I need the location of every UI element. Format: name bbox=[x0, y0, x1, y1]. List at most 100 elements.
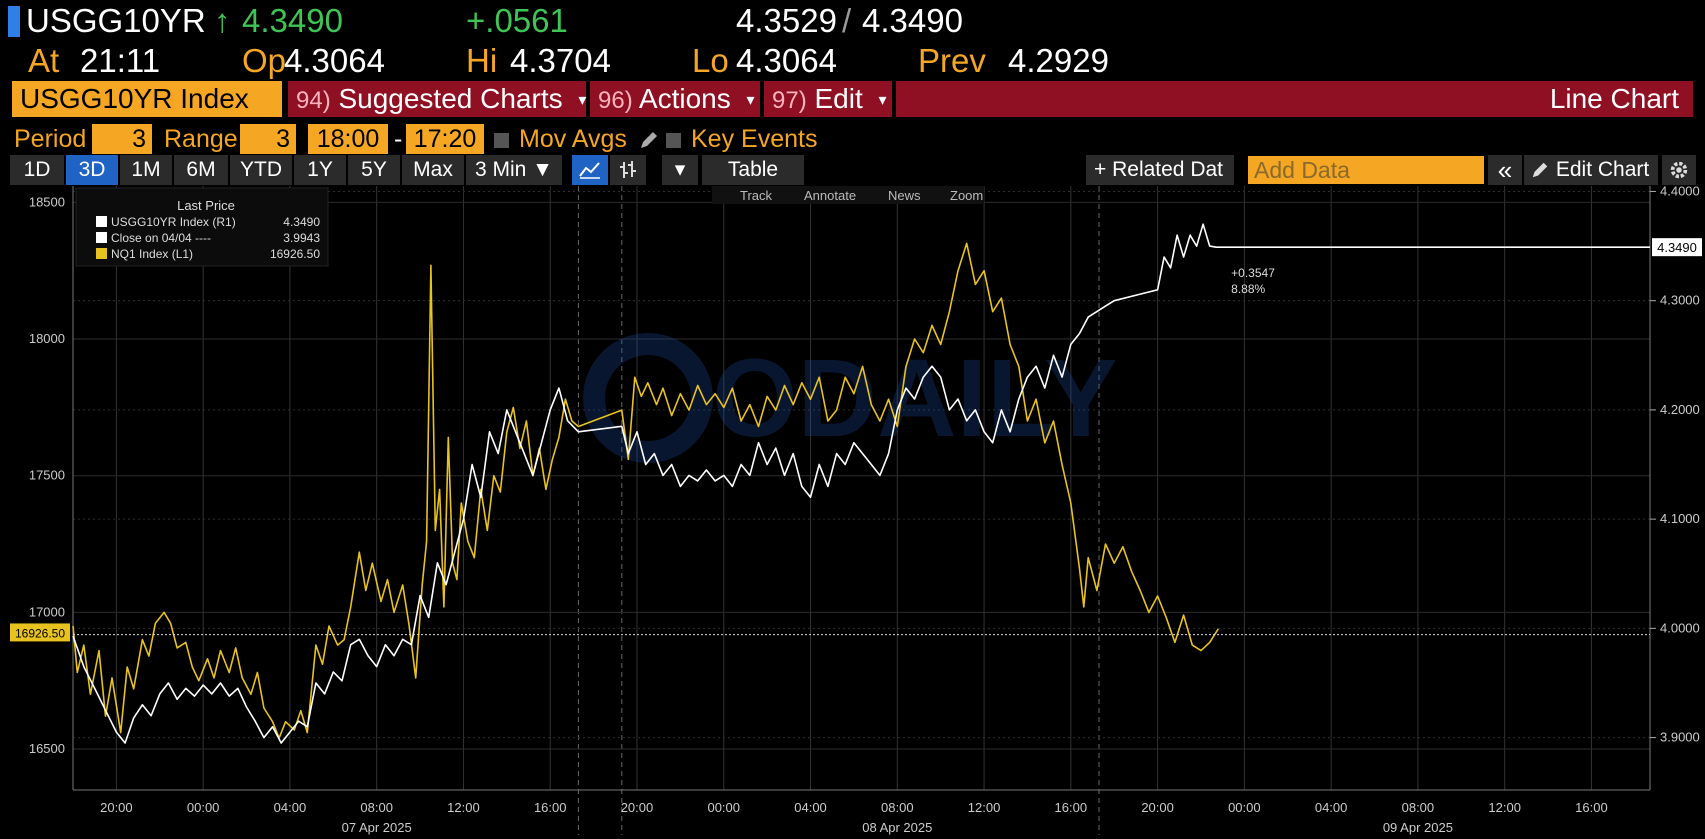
range-button-1m[interactable]: 1M bbox=[120, 155, 172, 185]
range-button-max[interactable]: Max bbox=[402, 155, 464, 185]
suggested-charts-menu[interactable]: 94) Suggested Charts ▾ bbox=[288, 81, 586, 117]
open-value: 4.3064 bbox=[284, 42, 385, 79]
edit-label: Edit bbox=[814, 83, 863, 114]
left-tick-label: 16500 bbox=[29, 741, 65, 756]
end-time-field[interactable]: 17:20 bbox=[406, 124, 484, 154]
range-button-1d[interactable]: 1D bbox=[10, 155, 64, 185]
x-tick-label: 00:00 bbox=[1228, 800, 1261, 815]
range-button-ytd[interactable]: YTD bbox=[230, 155, 292, 185]
left-tick-label: 18000 bbox=[29, 331, 65, 346]
last-price: 4.3490 bbox=[242, 2, 343, 39]
prev-label: Prev bbox=[918, 42, 986, 79]
legend-title: Last Price bbox=[177, 198, 235, 213]
x-tick-label: 04:00 bbox=[274, 800, 307, 815]
x-tick-label: 16:00 bbox=[1055, 800, 1088, 815]
at-time: 21:11 bbox=[80, 42, 161, 79]
line-chart-icon[interactable] bbox=[572, 155, 608, 185]
actions-label: Actions bbox=[638, 83, 731, 114]
change-annotation: +0.3547 bbox=[1231, 266, 1275, 280]
legend-entry-name: NQ1 Index (L1) bbox=[111, 247, 193, 261]
chart-parameters: Period 3 Range 3 18:00 - 17:20 Mov Avgs … bbox=[0, 124, 1705, 154]
key-events-toggle[interactable]: Key Events bbox=[666, 124, 817, 154]
bid-price: 4.3529 bbox=[736, 2, 837, 39]
up-arrow-icon: ↑ bbox=[214, 2, 231, 39]
x-tick-label: 12:00 bbox=[447, 800, 480, 815]
x-date-label: 08 Apr 2025 bbox=[862, 820, 932, 835]
range-button-3d[interactable]: 3D bbox=[66, 155, 118, 185]
legend-entry-name: USGG10YR Index (R1) bbox=[111, 215, 236, 229]
edit-number: 97) bbox=[772, 87, 807, 114]
actions-menu[interactable]: 96) Actions ▾ bbox=[590, 81, 760, 117]
pencil-icon bbox=[1532, 163, 1548, 178]
zoom-tool[interactable]: Zoom bbox=[950, 188, 983, 203]
right-tick-label: 3.9000 bbox=[1660, 730, 1700, 745]
security-field[interactable]: USGG10YR Index bbox=[12, 81, 282, 117]
net-change: +.0561 bbox=[466, 2, 568, 39]
x-tick-label: 04:00 bbox=[1315, 800, 1348, 815]
x-tick-label: 12:00 bbox=[968, 800, 1001, 815]
left-tick-label: 18500 bbox=[29, 194, 65, 209]
x-tick-label: 16:00 bbox=[534, 800, 567, 815]
interval-dropdown[interactable]: 3 Min ▼ bbox=[466, 155, 562, 185]
x-tick-label: 20:00 bbox=[1141, 800, 1174, 815]
time-range-dash: - bbox=[394, 125, 403, 153]
edit-chart-label: Edit Chart bbox=[1555, 158, 1650, 181]
bar-chart-icon[interactable] bbox=[610, 155, 646, 185]
x-tick-label: 12:00 bbox=[1488, 800, 1521, 815]
add-data-input[interactable] bbox=[1248, 156, 1484, 184]
key-events-label: Key Events bbox=[691, 125, 818, 153]
x-date-label: 07 Apr 2025 bbox=[342, 820, 412, 835]
x-tick-label: 20:00 bbox=[100, 800, 133, 815]
range-button-6m[interactable]: 6M bbox=[174, 155, 228, 185]
x-date-label: 09 Apr 2025 bbox=[1383, 820, 1453, 835]
low-value: 4.3064 bbox=[736, 42, 837, 79]
low-label: Lo bbox=[692, 42, 729, 79]
high-label: Hi bbox=[466, 42, 498, 79]
chevron-down-icon: ▾ bbox=[578, 91, 587, 109]
bid-ask-separator: / bbox=[842, 2, 852, 39]
legend-box bbox=[75, 187, 329, 267]
usgg10yr-series-line bbox=[72, 223, 1650, 744]
x-tick-label: 04:00 bbox=[794, 800, 827, 815]
news-tool[interactable]: News bbox=[888, 188, 921, 203]
at-label: At bbox=[28, 42, 60, 79]
range-field[interactable]: 3 bbox=[240, 124, 296, 154]
range-button-1y[interactable]: 1Y bbox=[294, 155, 346, 185]
chevron-down-icon: ▾ bbox=[878, 91, 887, 109]
right-tick-label: 4.4000 bbox=[1660, 186, 1700, 198]
x-tick-label: 16:00 bbox=[1575, 800, 1608, 815]
chart-tool-strip: Track Annotate News Zoom bbox=[712, 186, 984, 204]
line-chart[interactable]: ODAILY Track Annotate News Zoom 20:00 00:… bbox=[0, 186, 1705, 839]
suggested-charts-label: Suggested Charts bbox=[338, 83, 563, 114]
annotate-tool[interactable]: Annotate bbox=[804, 188, 856, 203]
chart-style-dropdown[interactable]: ▾ bbox=[662, 155, 698, 185]
x-tick-label: 08:00 bbox=[360, 800, 393, 815]
key-events-checkbox[interactable] bbox=[666, 132, 681, 148]
table-button[interactable]: Table bbox=[702, 155, 804, 185]
command-bar: USGG10YR Index 94) Suggested Charts ▾ 96… bbox=[0, 80, 1705, 118]
prev-value: 4.2929 bbox=[1008, 42, 1109, 79]
quote-header: USGG10YR ↑ 4.3490 +.0561 4.3529 / 4.3490… bbox=[0, 0, 1705, 80]
mov-avgs-checkbox[interactable] bbox=[494, 132, 509, 148]
ask-price: 4.3490 bbox=[862, 2, 963, 39]
start-time-field[interactable]: 18:00 bbox=[308, 124, 388, 154]
right-tick-label: 4.1000 bbox=[1660, 511, 1700, 526]
legend-entry-value: 3.9943 bbox=[283, 231, 320, 245]
collapse-icon[interactable]: « bbox=[1488, 155, 1522, 185]
legend-entry-value: 16926.50 bbox=[270, 247, 320, 261]
gear-icon[interactable] bbox=[1662, 155, 1696, 185]
edit-chart-button[interactable]: Edit Chart bbox=[1524, 155, 1658, 185]
related-data-button[interactable]: + Related Dat bbox=[1086, 155, 1234, 185]
period-field[interactable]: 3 bbox=[92, 124, 152, 154]
track-tool[interactable]: Track bbox=[740, 188, 773, 203]
legend-entry-value: 4.3490 bbox=[283, 215, 320, 229]
edit-menu[interactable]: 97) Edit ▾ bbox=[764, 81, 892, 117]
chevron-down-icon: ▾ bbox=[746, 91, 755, 109]
right-tick-label: 4.0000 bbox=[1660, 620, 1700, 635]
pencil-icon[interactable] bbox=[638, 129, 660, 151]
left-tick-label: 17000 bbox=[29, 604, 65, 619]
overlays: 4.3490 16926.50 +0.3547 8.88% bbox=[10, 238, 1702, 642]
mov-avgs-toggle[interactable]: Mov Avgs bbox=[494, 124, 660, 154]
legend-swatch bbox=[96, 248, 107, 259]
range-button-5y[interactable]: 5Y bbox=[348, 155, 400, 185]
